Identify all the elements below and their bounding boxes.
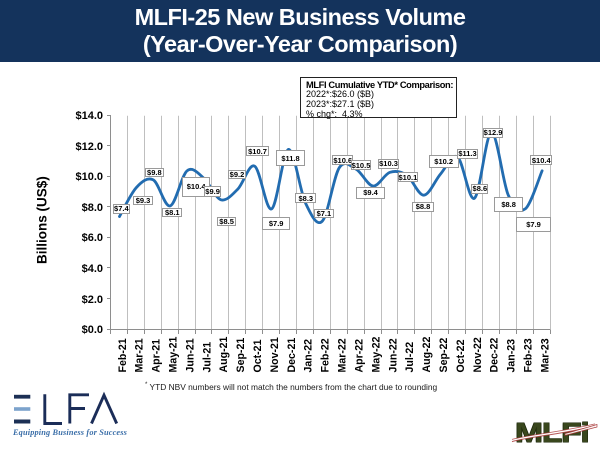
svg-text:May-22: May-22 — [370, 336, 382, 372]
svg-text:May-21: May-21 — [168, 336, 180, 372]
svg-text:Feb-23: Feb-23 — [523, 338, 535, 372]
svg-text:Mar-22: Mar-22 — [337, 338, 349, 372]
svg-text:Dec-22: Dec-22 — [489, 338, 501, 373]
svg-text:Oct-21: Oct-21 — [252, 339, 264, 372]
svg-text:Jul-22: Jul-22 — [404, 342, 416, 373]
svg-text:Oct-22: Oct-22 — [455, 339, 467, 372]
svg-text:Nov-22: Nov-22 — [472, 337, 484, 372]
svg-text:Apr-21: Apr-21 — [151, 339, 163, 373]
svg-text:Jun-22: Jun-22 — [387, 338, 399, 372]
svg-text:Mar-23: Mar-23 — [540, 338, 552, 372]
svg-text:Feb-22: Feb-22 — [320, 338, 332, 372]
svg-text:Jun-21: Jun-21 — [184, 338, 196, 372]
svg-text:Jan-23: Jan-23 — [506, 339, 518, 373]
svg-text:Billions (US$): Billions (US$) — [35, 176, 50, 264]
svg-text:Jan-22: Jan-22 — [303, 339, 315, 373]
svg-text:Sep-22: Sep-22 — [438, 338, 450, 373]
svg-text:Nov-21: Nov-21 — [269, 337, 281, 372]
svg-text:Mar-21: Mar-21 — [134, 338, 146, 372]
svg-text:Sep-21: Sep-21 — [235, 338, 247, 373]
svg-text:Dec-21: Dec-21 — [286, 338, 298, 373]
svg-text:Aug-22: Aug-22 — [421, 336, 433, 372]
svg-text:Feb-21: Feb-21 — [117, 338, 129, 372]
svg-text:Aug-21: Aug-21 — [218, 336, 230, 372]
svg-text:Apr-22: Apr-22 — [354, 339, 366, 373]
svg-text:Jul-21: Jul-21 — [201, 342, 213, 373]
